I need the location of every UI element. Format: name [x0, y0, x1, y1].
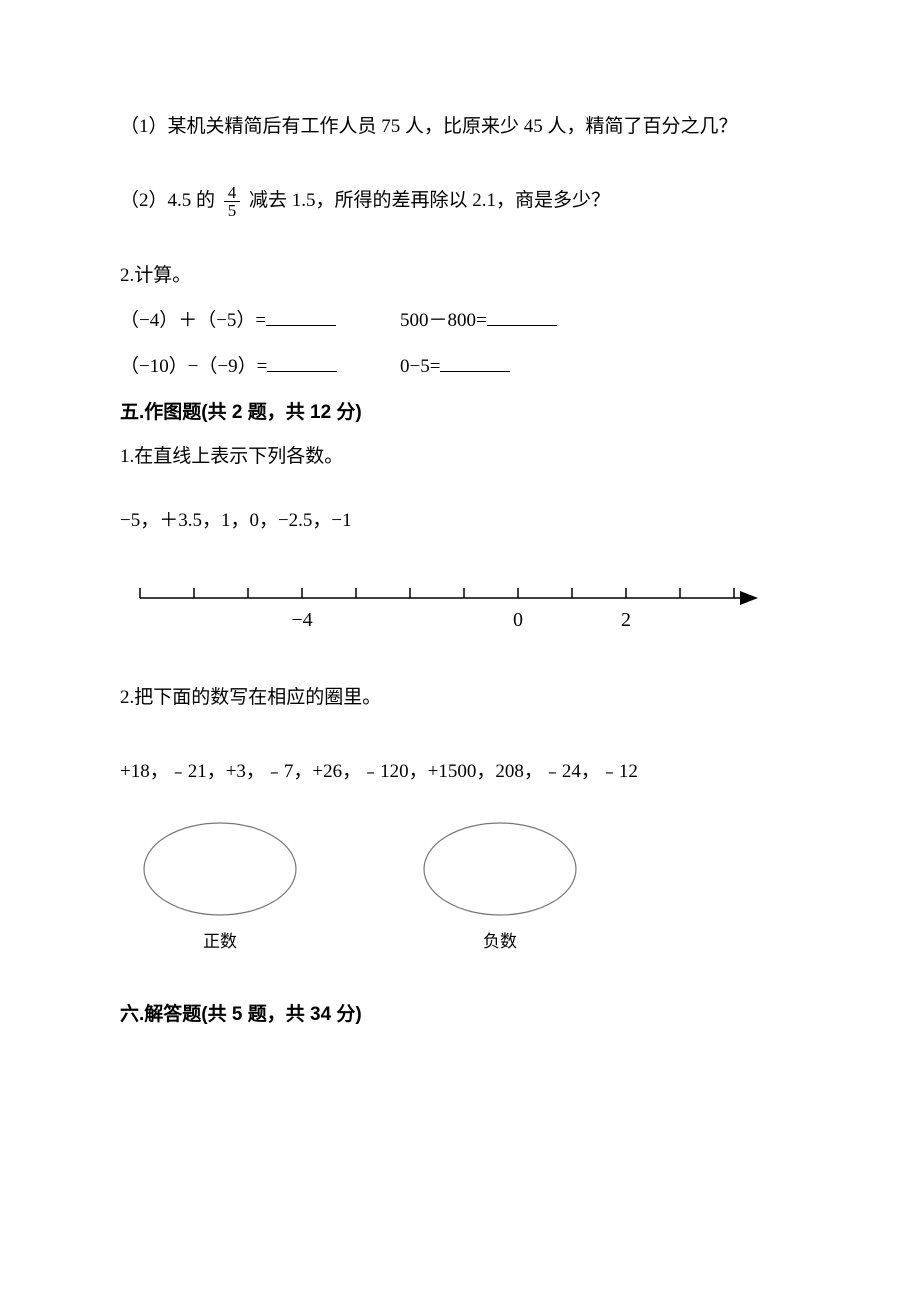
fraction-denominator: 5	[224, 201, 241, 219]
question-1-1: （1）某机关精简后有工作人员 75 人，比原来少 45 人，精简了百分之几？	[120, 110, 800, 144]
oval-positive-block: 正数	[140, 819, 300, 958]
blank-3[interactable]	[267, 352, 337, 372]
svg-text:2: 2	[621, 609, 631, 631]
worksheet-page: （1）某机关精简后有工作人员 75 人，比原来少 45 人，精简了百分之几？ （…	[0, 0, 920, 1302]
section-5-heading: 五.作图题(共 2 题，共 12 分)	[120, 396, 800, 430]
q1-2-prefix: （2）4.5 的	[120, 190, 215, 211]
svg-text:−4: −4	[291, 609, 312, 631]
number-line-figure: −4 0 2	[120, 578, 800, 650]
fraction-4-5: 4 5	[224, 184, 241, 219]
svg-text:0: 0	[513, 609, 523, 631]
expr-0-minus-5: 0−5=	[400, 356, 440, 377]
oval-negative[interactable]	[420, 819, 580, 919]
calc-row-2: （−10）−（−9）= 0−5=	[120, 350, 800, 384]
calc-2-left: （−10）−（−9）=	[120, 350, 400, 384]
oval-negative-block: 负数	[420, 819, 580, 958]
number-line-svg: −4 0 2	[120, 578, 760, 638]
s5-q2-numbers: +18，﹣21，+3，﹣7，+26，﹣120，+1500，208，﹣24，﹣12	[120, 755, 800, 789]
calc-row-1: （−4）＋（−5）= 500－800=	[120, 304, 800, 338]
expr-neg10-minus-neg9: （−10）−（−9）=	[120, 356, 267, 377]
s5-q2-title: 2.把下面的数写在相应的圈里。	[120, 681, 800, 715]
oval-positive[interactable]	[140, 819, 300, 919]
q1-2-suffix: 减去 1.5，所得的差再除以 2.1，商是多少？	[249, 190, 610, 211]
calc-1-left: （−4）＋（−5）=	[120, 304, 400, 338]
calc-2-right: 0−5=	[400, 350, 800, 384]
calc-1-right: 500－800=	[400, 304, 800, 338]
question-2-title: 2.计算。	[120, 259, 800, 293]
blank-2[interactable]	[487, 306, 557, 326]
s5-q1-title: 1.在直线上表示下列各数。	[120, 440, 800, 474]
caption-negative: 负数	[483, 927, 517, 958]
expr-500-minus-800: 500－800=	[400, 310, 487, 331]
expr-neg4-plus-neg5: （−4）＋（−5）=	[120, 310, 266, 331]
blank-4[interactable]	[440, 352, 510, 372]
oval-container: 正数 负数	[140, 819, 800, 958]
caption-positive: 正数	[203, 927, 237, 958]
blank-1[interactable]	[266, 306, 336, 326]
fraction-numerator: 4	[224, 184, 241, 201]
question-1-2: （2）4.5 的 4 5 减去 1.5，所得的差再除以 2.1，商是多少？	[120, 184, 800, 219]
section-6-heading: 六.解答题(共 5 题，共 34 分)	[120, 998, 800, 1032]
s5-q1-numbers: −5，＋3.5，1，0，−2.5，−1	[120, 504, 800, 538]
